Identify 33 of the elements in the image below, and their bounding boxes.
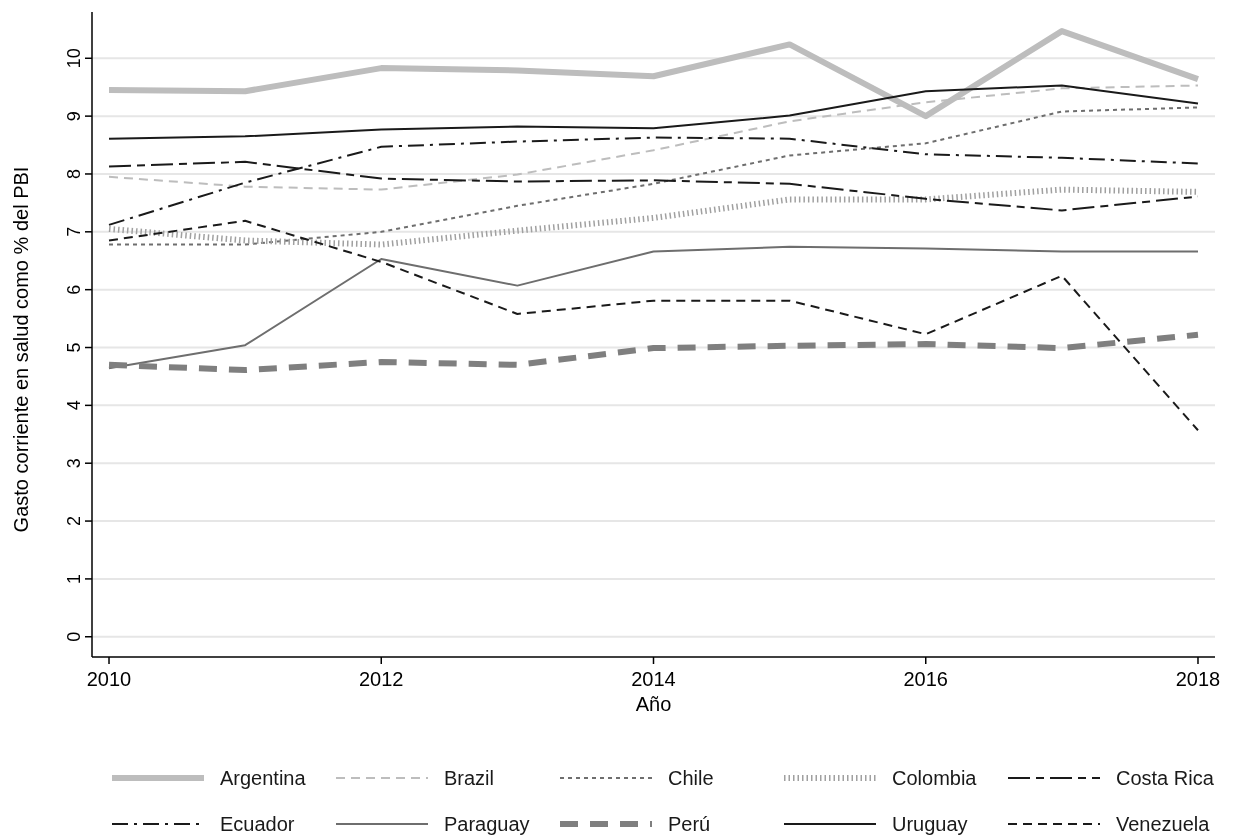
y-tick-label: 8 (64, 168, 84, 179)
y-tick-label: 10 (64, 48, 84, 69)
legend-label: Costa Rica (1116, 767, 1215, 789)
legend-label: Uruguay (892, 813, 968, 835)
line-series (108, 245, 1199, 370)
line-series (108, 219, 1199, 432)
legend-label: Argentina (220, 767, 307, 789)
line-series (108, 136, 1199, 226)
x-tick-label: 2018 (1175, 668, 1221, 690)
legend-label: Colombia (892, 767, 978, 789)
line-series (108, 106, 1199, 246)
y-tick-label: 5 (64, 342, 84, 353)
x-tick-label: 2010 (86, 668, 132, 690)
y-tick-label: 4 (64, 400, 84, 411)
legend-label: Paraguay (444, 813, 530, 835)
x-tick-label: 2014 (631, 668, 676, 690)
x-axis-title: Año (635, 693, 672, 715)
y-tick-label: 3 (64, 458, 84, 469)
y-tick-label: 1 (64, 573, 84, 584)
legend-label: Brazil (444, 767, 495, 789)
y-tick-label: 6 (64, 284, 84, 295)
legend-label: Perú (668, 813, 711, 835)
legend-label: Ecuador (220, 813, 295, 835)
y-tick-label: 0 (64, 631, 84, 642)
y-tick-label: 9 (64, 111, 84, 122)
x-tick-label: 2012 (359, 668, 404, 690)
legend-label: Chile (668, 767, 714, 789)
y-tick-label: 2 (64, 516, 84, 527)
y-axis-title: Gasto corriente en salud como % del PBI (10, 166, 32, 533)
y-tick-label: 7 (64, 226, 84, 237)
line-series (108, 84, 1199, 140)
x-tick-label: 2016 (903, 668, 948, 690)
legend-label: Venezuela (1116, 813, 1211, 835)
